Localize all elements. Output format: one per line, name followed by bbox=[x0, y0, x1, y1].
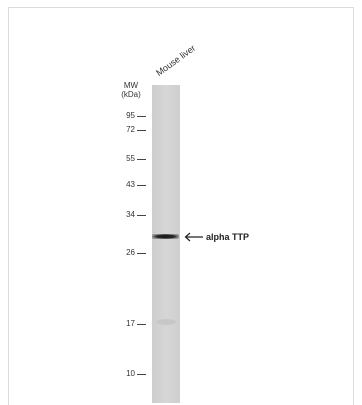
mw-marker-55: 55 bbox=[106, 154, 146, 164]
mw-marker-label: 26 bbox=[126, 248, 135, 257]
faint-band bbox=[156, 319, 176, 325]
gel-lane bbox=[152, 85, 180, 403]
mw-marker-label: 43 bbox=[126, 180, 135, 189]
mw-marker-label: 55 bbox=[126, 154, 135, 163]
mw-marker-34: 34 bbox=[106, 210, 146, 220]
mw-title-line1: MW bbox=[123, 81, 139, 90]
mw-marker-tick bbox=[137, 158, 146, 160]
mw-marker-tick bbox=[137, 184, 146, 186]
band-annotation: alpha TTP bbox=[183, 231, 249, 243]
mw-marker-tick bbox=[137, 129, 146, 131]
mw-marker-tick bbox=[137, 252, 146, 254]
mw-marker-95: 95 bbox=[106, 111, 146, 121]
mw-title-line2: (kDa) bbox=[121, 90, 141, 99]
mw-marker-label: 72 bbox=[126, 125, 135, 134]
mw-marker-label: 17 bbox=[126, 319, 135, 328]
mw-marker-43: 43 bbox=[106, 180, 146, 190]
mw-marker-tick bbox=[137, 214, 146, 216]
band-label: alpha TTP bbox=[206, 232, 250, 242]
left-arrow-icon bbox=[184, 232, 203, 242]
mw-marker-26: 26 bbox=[106, 248, 146, 258]
protein-band bbox=[152, 234, 179, 239]
mw-marker-label: 95 bbox=[126, 111, 135, 120]
mw-marker-tick bbox=[137, 115, 146, 117]
mw-marker-10: 10 bbox=[106, 369, 146, 379]
mw-marker-label: 34 bbox=[126, 210, 135, 219]
mw-marker-tick bbox=[137, 373, 146, 375]
image-frame bbox=[8, 7, 354, 405]
mw-marker-72: 72 bbox=[106, 125, 146, 135]
mw-marker-tick bbox=[137, 323, 146, 325]
mw-marker-label: 10 bbox=[126, 369, 135, 378]
mw-title: MW (kDa) bbox=[118, 81, 144, 99]
mw-marker-17: 17 bbox=[106, 319, 146, 329]
